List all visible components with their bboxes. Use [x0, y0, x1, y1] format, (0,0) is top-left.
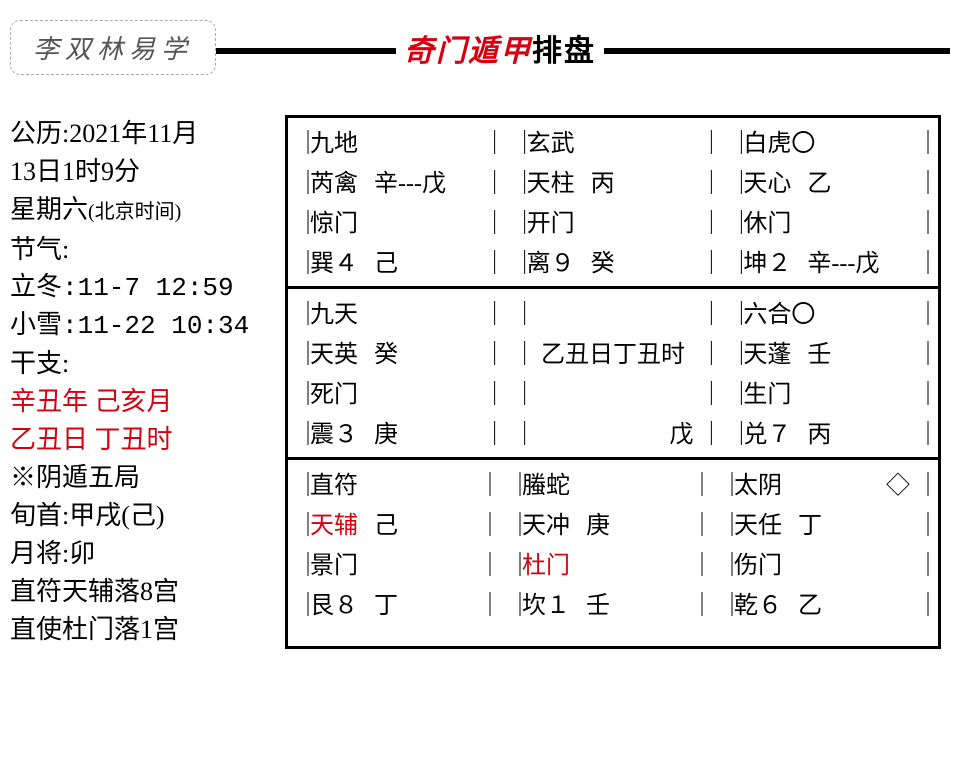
xunshou: 旬首:甲戌(己) — [10, 497, 285, 535]
info-panel: 公历:2021年11月 13日1时9分 星期六(北京时间) 节气: 立冬:11-… — [10, 115, 285, 649]
logo-box: 李双林易学 — [10, 20, 216, 75]
gongli-line2: 13日1时9分 — [10, 153, 285, 191]
ganzhi-label: 干支: — [10, 345, 285, 383]
palace: ｜玄武｜｜天柱丙｜｜开门｜｜离９癸｜ — [505, 118, 722, 286]
weekday: 星期六(北京时间) — [10, 191, 285, 231]
ganzhi-2: 乙丑日 丁丑时 — [10, 421, 285, 459]
lidong: 立冬:11-7 12:59 — [10, 269, 285, 307]
palace: ｜六合〇｜｜天蓬壬｜｜生门｜｜兑７丙｜ — [721, 289, 938, 457]
board-row: ｜直符｜｜天辅己｜｜景门｜｜艮８丁｜｜螣蛇｜｜天冲庚｜｜杜门｜｜坎１壬｜｜太阴 … — [288, 460, 938, 628]
weekday-note: (北京时间) — [88, 201, 181, 223]
palace-line: ｜天柱丙｜ — [513, 164, 714, 204]
palace-line: ｜生门｜ — [729, 375, 930, 415]
palace-line: ｜休门｜ — [729, 204, 930, 244]
palace-line: ｜天心乙｜ — [729, 164, 930, 204]
yuejiang: 月将:卯 — [10, 535, 285, 573]
palace-line: ｜惊门｜ — [296, 204, 497, 244]
palace-line: ｜开门｜ — [513, 204, 714, 244]
palace-line: ｜兑７丙｜ — [729, 415, 930, 455]
ganzhi-1: 辛丑年 己亥月 — [10, 383, 285, 421]
zhishi: 直使杜门落1宫 — [10, 611, 285, 649]
palace-line: ｜玄武｜ — [513, 124, 714, 164]
ju: ※阴遁五局 — [10, 459, 285, 497]
palace-line: ｜螣蛇｜ — [508, 466, 704, 506]
zhifu: 直符天辅落8宫 — [10, 573, 285, 611]
palace: ｜螣蛇｜｜天冲庚｜｜杜门｜｜坎１壬｜ — [500, 460, 712, 628]
palace: ｜直符｜｜天辅己｜｜景门｜｜艮８丁｜ — [288, 460, 500, 628]
palace-line: ｜伤门｜ — [720, 546, 930, 586]
gongli-line1: 公历:2021年11月 — [10, 115, 285, 153]
qimen-board: ｜九地｜｜芮禽辛---戊｜｜惊门｜｜巽４己｜｜玄武｜｜天柱丙｜｜开门｜｜离９癸｜… — [285, 115, 941, 649]
palace-line: ｜天冲庚｜ — [508, 506, 704, 546]
palace: ｜｜｜乙丑日丁丑时｜｜｜｜戊｜ — [505, 289, 722, 457]
palace-line: ｜巽４己｜ — [296, 244, 497, 284]
palace-line: ｜坎１壬｜ — [508, 586, 704, 626]
palace-line: ｜白虎〇｜ — [729, 124, 930, 164]
palace-line: ｜坤２辛---戊｜ — [729, 244, 930, 284]
palace: ｜太阴 ◇｜｜天任丁｜｜伤门｜｜乾６乙｜ — [712, 460, 938, 628]
title: 奇门遁甲 排盘 — [396, 26, 604, 70]
palace-line: ｜天英癸｜ — [296, 335, 497, 375]
palace-line: ｜太阴 ◇｜ — [720, 466, 930, 506]
title-black: 排盘 — [532, 26, 596, 70]
palace-line: ｜死门｜ — [296, 375, 497, 415]
palace-line: ｜离９癸｜ — [513, 244, 714, 284]
palace-line: ｜震３庚｜ — [296, 415, 497, 455]
palace-line: ｜六合〇｜ — [729, 295, 930, 335]
palace: ｜白虎〇｜｜天心乙｜｜休门｜｜坤２辛---戊｜ — [721, 118, 938, 286]
weekday-text: 星期六 — [10, 195, 88, 224]
palace-line: ｜天辅己｜ — [296, 506, 492, 546]
board-row: ｜九地｜｜芮禽辛---戊｜｜惊门｜｜巽４己｜｜玄武｜｜天柱丙｜｜开门｜｜离９癸｜… — [288, 118, 938, 289]
board-row: ｜九天｜｜天英癸｜｜死门｜｜震３庚｜｜｜｜乙丑日丁丑时｜｜｜｜戊｜｜六合〇｜｜天… — [288, 289, 938, 460]
header: 李双林易学 奇门遁甲 排盘 — [10, 20, 950, 75]
palace-line: ｜九天｜ — [296, 295, 497, 335]
palace: ｜九地｜｜芮禽辛---戊｜｜惊门｜｜巽４己｜ — [288, 118, 505, 286]
palace-line: ｜景门｜ — [296, 546, 492, 586]
palace-line: ｜芮禽辛---戊｜ — [296, 164, 497, 204]
palace: ｜九天｜｜天英癸｜｜死门｜｜震３庚｜ — [288, 289, 505, 457]
title-red: 奇门遁甲 — [404, 26, 532, 70]
palace-line: ｜艮８丁｜ — [296, 586, 492, 626]
palace-line: ｜天任丁｜ — [720, 506, 930, 546]
xiaoxue: 小雪:11-22 10:34 — [10, 307, 285, 345]
palace-line: ｜杜门｜ — [508, 546, 704, 586]
main: 公历:2021年11月 13日1时9分 星期六(北京时间) 节气: 立冬:11-… — [10, 115, 950, 649]
palace-line: ｜九地｜ — [296, 124, 497, 164]
palace-line: ｜直符｜ — [296, 466, 492, 506]
palace-line: ｜乾６乙｜ — [720, 586, 930, 626]
jieqi-label: 节气: — [10, 231, 285, 269]
palace-line: ｜天蓬壬｜ — [729, 335, 930, 375]
